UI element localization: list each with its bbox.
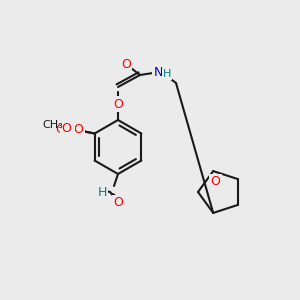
Text: O: O bbox=[113, 196, 123, 209]
Text: H: H bbox=[97, 185, 107, 199]
Text: N: N bbox=[153, 67, 163, 80]
Text: O: O bbox=[121, 58, 131, 71]
Text: O: O bbox=[62, 122, 72, 135]
Text: O: O bbox=[211, 175, 220, 188]
Text: CH: CH bbox=[56, 123, 74, 136]
Text: CH₃: CH₃ bbox=[42, 121, 63, 130]
Text: O: O bbox=[113, 98, 123, 110]
Text: O: O bbox=[74, 123, 84, 136]
Text: H: H bbox=[163, 69, 171, 79]
